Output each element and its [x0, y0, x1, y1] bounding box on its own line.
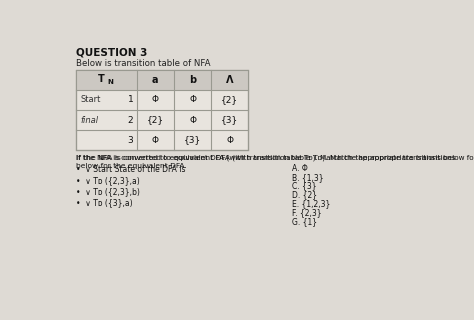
Text: N: N	[107, 78, 113, 84]
Text: C. {3}: C. {3}	[292, 182, 316, 191]
Text: E. {1,2,3}: E. {1,2,3}	[292, 199, 330, 208]
Text: Φ: Φ	[152, 136, 159, 145]
Text: Start: Start	[80, 95, 100, 105]
Text: F. {2,3}: F. {2,3}	[292, 208, 321, 217]
Text: a: a	[152, 75, 159, 85]
Text: 2: 2	[128, 116, 133, 124]
Text: Λ: Λ	[226, 75, 234, 85]
Text: {2}: {2}	[221, 95, 238, 105]
Text: If the NFA is converted to equivalent DFA (with transition table Tᴅ). Match the : If the NFA is converted to equivalent DF…	[76, 155, 474, 161]
Text: Φ: Φ	[189, 95, 196, 105]
Text: Φ: Φ	[226, 136, 233, 145]
Text: G. {1}: G. {1}	[292, 217, 317, 226]
Text: •  ∨ Tᴅ ({3},a): • ∨ Tᴅ ({3},a)	[76, 198, 133, 207]
Text: A. Φ: A. Φ	[292, 164, 308, 173]
Text: QUESTION 3: QUESTION 3	[76, 48, 148, 58]
Text: B. {1,3}: B. {1,3}	[292, 173, 323, 182]
Text: Φ: Φ	[152, 95, 159, 105]
Text: final: final	[80, 116, 98, 124]
Text: •  ∨ Tᴅ ({2,3},b): • ∨ Tᴅ ({2,3},b)	[76, 187, 140, 196]
Bar	[76, 70, 248, 90]
Text: Below is transition table of NFA: Below is transition table of NFA	[76, 59, 211, 68]
Text: {3}: {3}	[184, 136, 201, 145]
Text: D. {2}: D. {2}	[292, 190, 317, 199]
Text: •  ∨ Tᴅ ({2,3},a): • ∨ Tᴅ ({2,3},a)	[76, 176, 140, 185]
Text: Φ: Φ	[189, 116, 196, 124]
Text: T: T	[98, 74, 105, 84]
Bar	[76, 70, 248, 150]
Text: If the NFA is converted to equivalent DFA (with transition table Tᴅ). Match the : If the NFA is converted to equivalent DF…	[76, 155, 456, 169]
Text: 1: 1	[128, 95, 133, 105]
Text: {3}: {3}	[221, 116, 238, 124]
Text: 3: 3	[128, 136, 133, 145]
Text: b: b	[189, 75, 196, 85]
Text: •  ∨ Start State of the DFA is: • ∨ Start State of the DFA is	[76, 165, 186, 174]
Text: {2}: {2}	[147, 116, 164, 124]
